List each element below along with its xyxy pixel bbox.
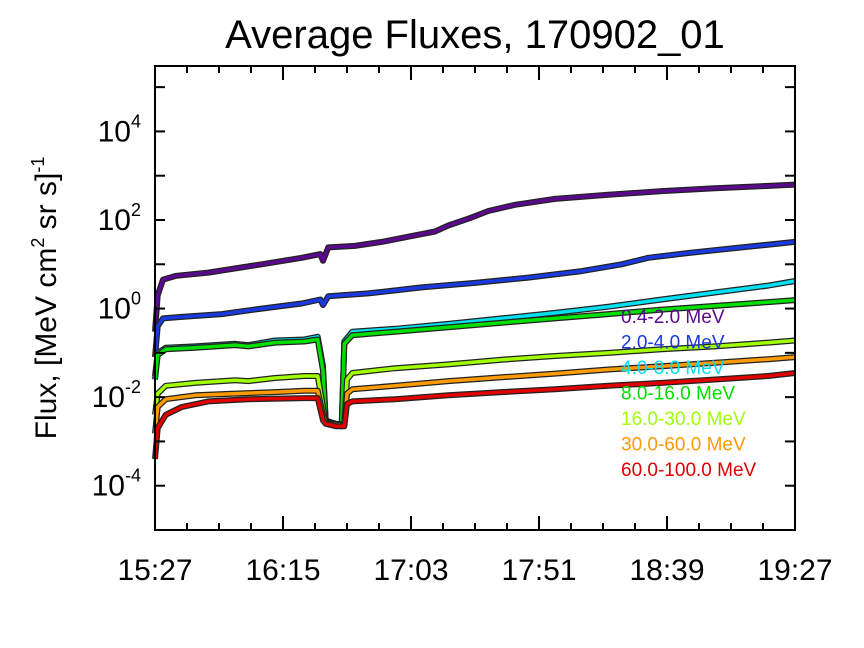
x-tick-label: 15:27 (117, 554, 192, 587)
legend-entry: 0.4-2.0 MeV (621, 307, 725, 328)
y-axis-label-sup2: -1 (28, 157, 48, 173)
legend-entry: 2.0-4.0 MeV (621, 333, 725, 354)
y-axis-label-sup1: 2 (28, 238, 48, 248)
legend-entry: 30.0-60.0 MeV (621, 435, 746, 456)
series-lines (152, 181, 796, 460)
chart-title: Average Fluxes, 170902_01 (225, 13, 725, 57)
series-line (153, 182, 796, 332)
x-tick-label: 16:15 (245, 554, 320, 587)
x-tick-label: 17:51 (501, 554, 576, 587)
series-line (153, 240, 796, 358)
y-axis-label: Flux, [MeV cm2 sr s]-1 (28, 157, 63, 440)
y-tick-label: 10-4 (92, 466, 141, 503)
axes: 15:27 16:15 17:03 17:51 18:39 19:27 104 102 100 1… (92, 65, 833, 587)
x-tick-label: 18:39 (629, 554, 704, 587)
x-tick-label: 19:27 (757, 554, 832, 587)
legend-entry: 60.0-100.0 MeV (621, 460, 757, 481)
legend-entry: 4.0-8.0 MeV (621, 358, 725, 379)
y-axis-label-prefix: Flux, [MeV cm (30, 248, 63, 440)
series-line (153, 371, 796, 460)
x-tick-label: 17:03 (373, 554, 448, 587)
y-tick-label: 100 (98, 289, 141, 326)
svg-text:Flux, [MeV cm2 sr s]-1: Flux, [MeV cm2 sr s]-1 (28, 157, 63, 440)
y-axis-label-middle: sr s] (30, 173, 63, 238)
y-tick-label: 104 (98, 111, 141, 148)
legend: 0.4-2.0 MeV 2.0-4.0 MeV 4.0-8.0 MeV 8.0-16.… (621, 307, 757, 481)
legend-entry: 16.0-30.0 MeV (621, 409, 746, 430)
legend-entry: 8.0-16.0 MeV (621, 384, 735, 405)
y-tick-label: 102 (98, 200, 141, 237)
y-tick-label: 10-2 (92, 377, 141, 414)
